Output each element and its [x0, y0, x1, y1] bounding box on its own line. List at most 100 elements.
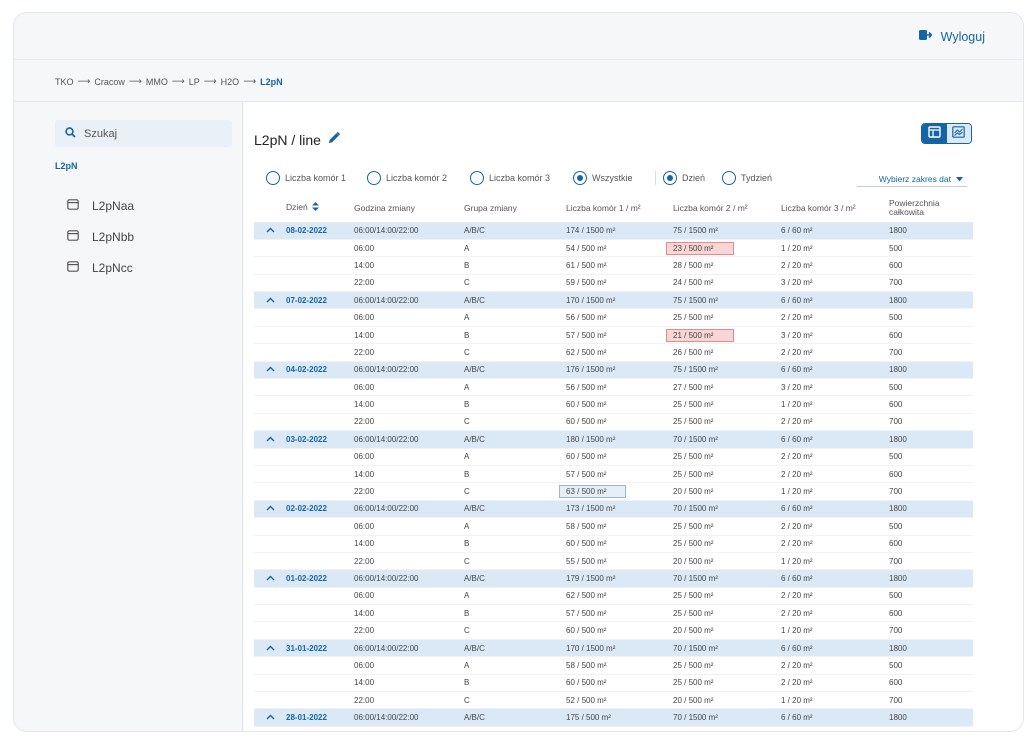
- sidebar-item-l2pnaa[interactable]: L2pNaa: [67, 199, 134, 213]
- search-input[interactable]: Szukaj: [55, 120, 232, 147]
- table-group-row[interactable]: 08-02-2022 06:00/14:00/22:00 A/B/C 174 / 15…: [254, 222, 973, 240]
- expand-cell: [254, 639, 286, 658]
- chambers-3-cell: 3 / 20 m²: [781, 378, 889, 397]
- table-group-row[interactable]: 28-01-2022 06:00/14:00/22:00 A/B/C 175 / 50…: [254, 708, 973, 727]
- logout-button[interactable]: Wyloguj: [918, 28, 985, 46]
- total-area-cell: 1800: [889, 430, 973, 449]
- header-expand: [254, 194, 286, 223]
- sort-icon[interactable]: [311, 202, 319, 213]
- sidebar: Szukaj L2pN L2pNaa L2pNbb L2pNcc: [14, 102, 243, 731]
- expand-cell: [254, 535, 286, 553]
- sidebar-item-l2pncc[interactable]: L2pNcc: [67, 261, 133, 275]
- shift-hour-cell: 14:00: [354, 395, 464, 414]
- date-range-select[interactable]: Wybierz zakres dat: [857, 171, 967, 187]
- breadcrumb-item[interactable]: TKO: [55, 76, 74, 87]
- shift-group-cell: C: [464, 343, 566, 362]
- chambers-1-cell: 174 / 1500 m²: [566, 222, 673, 240]
- date-cell: [286, 378, 354, 397]
- table-header-row: Dzień Godzina zmiany Grupa zmiany Liczba…: [254, 194, 973, 223]
- chevron-up-icon[interactable]: [266, 435, 275, 444]
- chambers-2-cell: 25 / 500 m²: [673, 535, 781, 553]
- radio-chambers-2[interactable]: Liczba komór 2: [367, 171, 447, 185]
- date-cell: [286, 343, 354, 362]
- view-toggle: [921, 123, 972, 144]
- expand-cell: [254, 621, 286, 640]
- chambers-1-cell: 52 / 500 m²: [566, 691, 673, 710]
- chevron-up-icon[interactable]: [266, 504, 275, 513]
- chambers-3-cell: 3 / 20 m²: [781, 274, 889, 293]
- page-title: L2pN / line: [254, 131, 341, 148]
- radio-day[interactable]: Dzień: [663, 171, 705, 185]
- date-cell: [286, 517, 354, 536]
- radio-circle-selected: [663, 171, 677, 185]
- chevron-up-icon[interactable]: [266, 713, 275, 722]
- radio-chambers-1[interactable]: Liczba komór 1: [266, 171, 346, 185]
- breadcrumb-item[interactable]: Cracow: [94, 76, 125, 87]
- table-group-row[interactable]: 07-02-2022 06:00/14:00/22:00 A/B/C 170 / 15…: [254, 291, 973, 310]
- table-view-button[interactable]: [922, 124, 947, 143]
- table-group-row[interactable]: 04-02-2022 06:00/14:00/22:00 A/B/C 176 / 15…: [254, 361, 973, 380]
- shift-group-cell: A/B/C: [464, 222, 566, 240]
- table-group-row[interactable]: 31-01-2022 06:00/14:00/22:00 A/B/C 170 / 15…: [254, 639, 973, 658]
- edit-pencil-icon[interactable]: [327, 131, 341, 148]
- chambers-3-cell: 6 / 60 m²: [781, 708, 889, 727]
- chevron-up-icon[interactable]: [266, 296, 275, 305]
- total-area-cell: 700: [889, 343, 973, 362]
- chevron-up-icon[interactable]: [266, 226, 275, 235]
- shift-group-cell: A: [464, 308, 566, 327]
- sidebar-item-l2pnbb[interactable]: L2pNbb: [67, 230, 134, 244]
- expand-cell: [254, 500, 286, 519]
- expand-cell: [254, 674, 286, 693]
- date-cell: 08-02-2022: [286, 222, 354, 240]
- expand-cell: [254, 430, 286, 449]
- shift-group-cell: A: [464, 587, 566, 606]
- divider: [655, 171, 656, 185]
- date-cell: 28-01-2022: [286, 708, 354, 727]
- shift-hour-cell: 06:00/14:00/22:00: [354, 291, 464, 310]
- chambers-1-cell: 60 / 500 m²: [566, 621, 673, 640]
- header-day[interactable]: Dzień: [286, 194, 354, 223]
- table-row: 14:00 B 61 / 500 m² 28 / 500 m² 2 / 20 m² 600: [254, 256, 973, 275]
- expand-cell: [254, 308, 286, 327]
- chevron-up-icon[interactable]: [266, 574, 275, 583]
- date-cell: [286, 604, 354, 623]
- expand-cell: [254, 413, 286, 432]
- radio-all[interactable]: Wszystkie: [573, 171, 633, 185]
- table-group-row[interactable]: 03-02-2022 06:00/14:00/22:00 A/B/C 180 / 15…: [254, 430, 973, 449]
- date-cell: 04-02-2022: [286, 361, 354, 380]
- shift-group-cell: A: [464, 239, 566, 258]
- chambers-2-cell: 70 / 1500 m²: [673, 708, 781, 727]
- shift-group-cell: C: [464, 482, 566, 501]
- table-row: 22:00 C 52 / 500 m² 20 / 500 m² 1 / 20 m² 700: [254, 691, 973, 710]
- breadcrumb-item[interactable]: LP: [188, 76, 200, 87]
- chevron-up-icon[interactable]: [266, 365, 275, 374]
- radio-chambers-3[interactable]: Liczba komór 3: [470, 171, 550, 185]
- chambers-3-cell: 2 / 20 m²: [781, 256, 889, 275]
- total-area-cell: 700: [889, 274, 973, 293]
- chevron-up-icon[interactable]: [266, 644, 275, 653]
- chart-view-button[interactable]: [946, 124, 971, 143]
- radio-week[interactable]: Tydzień: [722, 171, 772, 185]
- table-row: 14:00 B 60 / 500 m² 25 / 500 m² 2 / 20 m² 600: [254, 535, 973, 553]
- table-row: 06:00 A 54 / 500 m² 23 / 500 m² 1 / 20 m² 500: [254, 239, 973, 258]
- table-row: 06:00 A 58 / 500 m² 25 / 500 m² 2 / 20 m² 500: [254, 517, 973, 536]
- shift-group-cell: B: [464, 465, 566, 484]
- header-chambers-1: Liczba komór 1 / m²: [566, 194, 673, 223]
- shift-group-cell: C: [464, 621, 566, 640]
- total-area-cell: 1800: [889, 361, 973, 380]
- table-row: 06:00 A 56 / 500 m² 27 / 500 m² 3 / 20 m² 500: [254, 378, 973, 397]
- expand-cell: [254, 517, 286, 536]
- chambers-1-cell: 179 / 1500 m²: [566, 569, 673, 588]
- search-placeholder: Szukaj: [84, 127, 118, 140]
- breadcrumb-item[interactable]: H2O: [220, 76, 240, 87]
- breadcrumb-item[interactable]: MMO: [145, 76, 168, 87]
- table-group-row[interactable]: 01-02-2022 06:00/14:00/22:00 A/B/C 179 / 15…: [254, 569, 973, 588]
- total-area-cell: 600: [889, 604, 973, 623]
- header-chambers-2: Liczba komór 2 / m²: [673, 194, 781, 223]
- chambers-3-cell: 1 / 20 m²: [781, 395, 889, 414]
- page-title-text: L2pN / line: [254, 131, 321, 148]
- table-group-row[interactable]: 02-02-2022 06:00/14:00/22:00 A/B/C 173 / 15…: [254, 500, 973, 519]
- shift-group-cell: B: [464, 535, 566, 553]
- shift-group-cell: B: [464, 256, 566, 275]
- breadcrumb-current[interactable]: L2pN: [260, 76, 283, 87]
